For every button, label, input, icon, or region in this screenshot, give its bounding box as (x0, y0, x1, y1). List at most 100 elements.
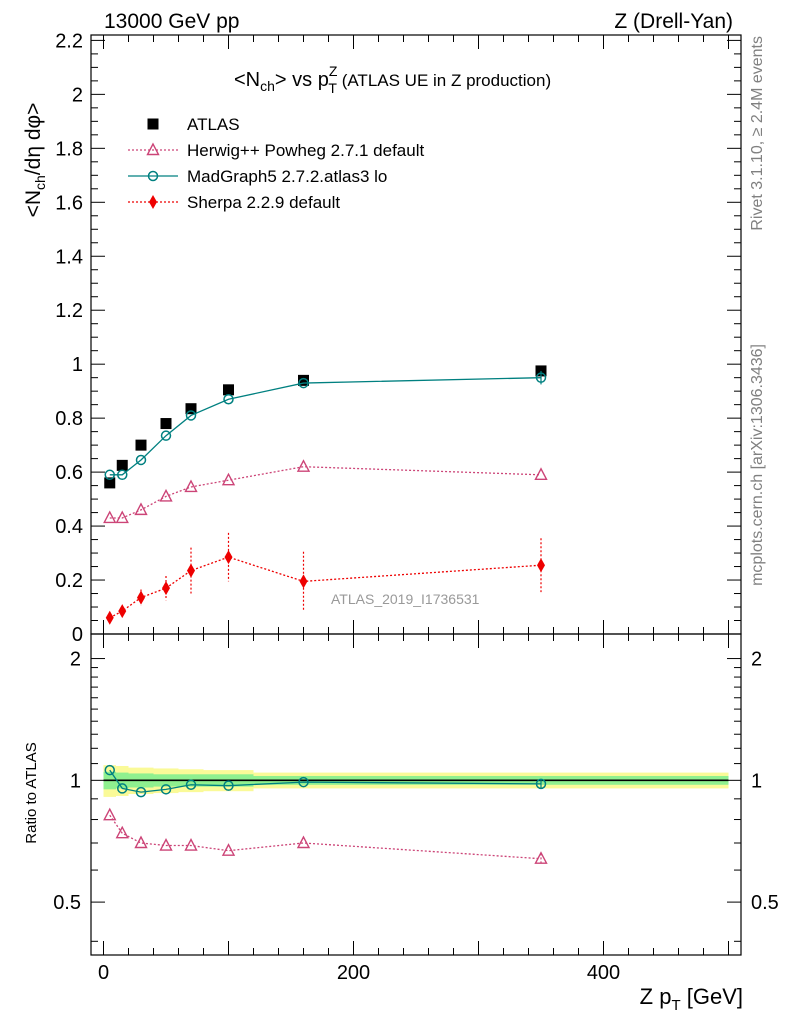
title-sup-z: Z (329, 63, 338, 79)
data-point-sherpa (224, 550, 233, 565)
data-point-madgraph (135, 786, 147, 798)
series-line-herwig (109, 814, 542, 860)
energy-label: 13000 GeV pp (104, 10, 239, 33)
ratio-panel: 0 200 400 0.5 0.5 1 1 2 2 (53, 633, 779, 984)
data-point-atlas (223, 384, 234, 396)
data-point-herwig (103, 510, 117, 524)
xlabel-part-a: Z p (640, 984, 672, 1009)
data-point-madgraph (104, 764, 115, 776)
data-point-atlas (185, 403, 197, 415)
data-point-herwig (184, 838, 198, 851)
legend-marker-madgraph (147, 170, 159, 182)
main-ytick-label: 2 (72, 84, 83, 106)
data-point-madgraph (223, 780, 234, 791)
data-point-herwig (296, 459, 311, 472)
ratio-ytick-label-right: 0.5 (751, 892, 779, 914)
xlabel-part-b: [GeV] (681, 984, 743, 1009)
data-point-madgraph (160, 784, 172, 795)
data-point-sherpa (299, 574, 308, 589)
main-ylabel: <Nch/dη dφ> (22, 103, 48, 218)
legend: ATLAS Herwig++ Powheg 2.7.1 default MadGra… (128, 115, 424, 212)
data-point-atlas (135, 439, 147, 451)
data-point-herwig (159, 488, 173, 502)
data-point-herwig (534, 467, 548, 481)
ratio-ytick-label: 2 (70, 649, 81, 671)
main-ytick-label: 1 (72, 354, 83, 376)
data-point-sherpa (137, 590, 145, 605)
data-point-madgraph (185, 779, 197, 791)
main-ytick-label: 1.4 (55, 246, 83, 268)
data-point-madgraph (535, 372, 547, 383)
data-point-sherpa (118, 604, 127, 619)
legend-label-atlas: ATLAS (187, 115, 240, 134)
xtick-label: 400 (587, 962, 620, 984)
title-sub-ch: ch (260, 78, 275, 94)
source-label: mcplots.cern.ch [arXiv:1306.3436] (749, 344, 766, 586)
legend-marker-sherpa (149, 195, 157, 209)
legend-marker-herwig (146, 142, 160, 156)
legend-marker-atlas (147, 118, 159, 130)
data-point-herwig (221, 843, 236, 856)
data-point-madgraph (185, 410, 197, 421)
data-point-atlas (116, 459, 128, 471)
data-point-madgraph (104, 469, 115, 481)
plot-title: <Nch> vs pZ T (ATLAS UE in Z production) (234, 63, 551, 96)
data-point-herwig (134, 835, 148, 849)
xlabel-sub: T (671, 997, 680, 1014)
main-ytick-label: 1.8 (55, 138, 83, 160)
data-point-madgraph (223, 394, 234, 405)
data-point-herwig (159, 838, 173, 851)
ylabel-part-c: /dη dφ> (22, 103, 45, 176)
xtick-label: 0 (98, 962, 109, 984)
data-point-herwig (115, 510, 129, 524)
series-line-herwig (109, 466, 542, 519)
data-point-herwig (134, 502, 148, 516)
ratio-frame (90, 633, 742, 956)
xtick-label: 200 (337, 962, 370, 984)
data-point-herwig (534, 851, 548, 864)
data-point-sherpa (187, 563, 195, 578)
data-point-herwig (296, 835, 311, 849)
data-point-madgraph (117, 469, 128, 481)
ylabel-sub: ch (32, 175, 48, 190)
main-ytick-label: 1.2 (55, 300, 83, 322)
data-point-atlas (104, 477, 116, 489)
main-ytick-label: 0 (72, 624, 83, 646)
ratio-ytick-label-right: 1 (751, 770, 762, 792)
series-line-sherpa (109, 556, 542, 619)
data-point-herwig (221, 472, 236, 486)
main-ytick-label: 2.2 (55, 30, 83, 52)
title-part-c: (ATLAS UE in Z production) (337, 71, 551, 90)
ratio-ytick-label: 0.5 (53, 892, 81, 914)
ylabel-part-a: <N (22, 190, 45, 217)
analysis-watermark: ATLAS_2019_I1736531 (331, 591, 480, 607)
title-part-a: <N (234, 69, 260, 91)
main-ytick-label: 0.2 (55, 570, 83, 592)
series-line-madgraph (109, 377, 542, 476)
ratio-ytick-label-right: 2 (751, 649, 762, 671)
data-point-sherpa (105, 610, 114, 625)
series-line-madgraph (109, 769, 542, 793)
ratio-ytick-label: 1 (70, 770, 81, 792)
data-point-madgraph (160, 430, 172, 441)
process-label: Z (Drell-Yan) (614, 10, 733, 33)
main-panel: 0 0.2 0.4 0.6 0.8 1 1.2 1.4 1.6 1.8 2 2.2 (55, 30, 742, 646)
rivet-label: Rivet 3.1.10, ≥ 2.4M events (749, 36, 766, 231)
data-point-herwig (115, 825, 129, 839)
data-point-sherpa (537, 558, 545, 573)
data-point-herwig (184, 479, 198, 493)
ratio-ylabel: Ratio to ATLAS (23, 742, 40, 843)
main-ytick-label: 1.6 (55, 192, 83, 214)
data-point-madgraph (298, 377, 309, 389)
data-point-atlas (298, 374, 309, 386)
legend-label-madgraph: MadGraph5 2.7.2.atlas3 lo (187, 167, 387, 186)
data-point-herwig (103, 807, 117, 821)
legend-label-sherpa: Sherpa 2.2.9 default (187, 193, 340, 212)
xlabel: Z pT [GeV] (640, 984, 743, 1014)
data-point-sherpa (162, 581, 170, 596)
main-ytick-label: 0.4 (55, 516, 83, 538)
data-point-madgraph (298, 776, 309, 788)
data-point-madgraph (117, 783, 128, 794)
data-point-madgraph (135, 454, 147, 466)
